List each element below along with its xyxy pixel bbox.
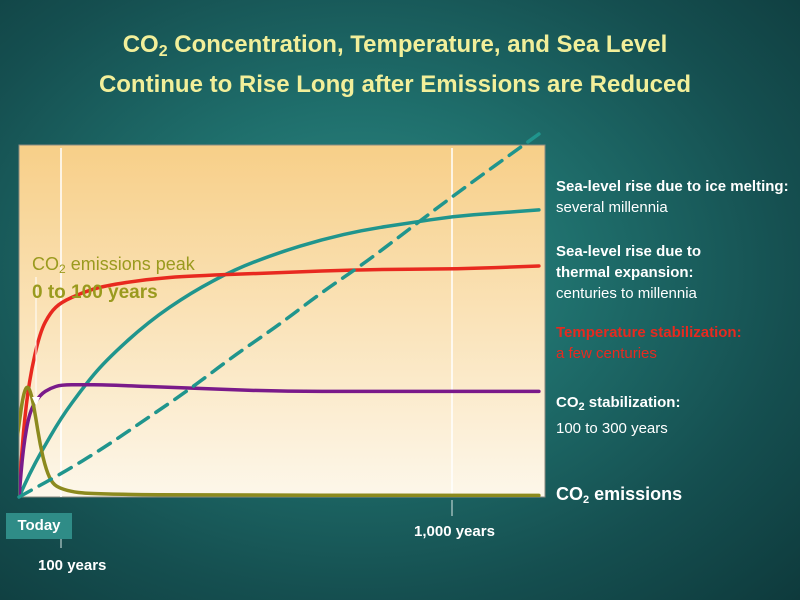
series-line-co2_stab bbox=[19, 383, 541, 497]
series-line-emissions bbox=[19, 385, 541, 497]
label-thermal-expansion: Sea-level rise due to thermal expansion:… bbox=[556, 243, 702, 302]
title-line-2: Continue to Rise Long after Emissions ar… bbox=[98, 71, 692, 98]
label-co2-stabilization: CO2 stabilization: 100 to 300 years bbox=[556, 394, 681, 437]
plot-area bbox=[18, 144, 546, 498]
label-ice-melting: Sea-level rise due to ice melting: sever… bbox=[556, 178, 789, 216]
today-label: Today bbox=[6, 513, 72, 539]
chart-title: CO2 Concentration, Temperature, and Sea … bbox=[0, 28, 790, 101]
peak-range: 0 to 100 years bbox=[32, 282, 158, 303]
emissions-peak-annotation: CO2 emissions peak 0 to 100 years bbox=[32, 253, 195, 304]
x-label-100-years: 100 years bbox=[38, 557, 107, 574]
label-co2-emissions: CO2 emissions bbox=[556, 484, 683, 506]
peak-label: CO2 emissions peak bbox=[32, 254, 195, 276]
series-line-temperature bbox=[19, 264, 541, 497]
peak-arrow-head bbox=[32, 397, 40, 406]
label-temperature: Temperature stabilization: a few centurie… bbox=[556, 324, 742, 362]
series-line-ice bbox=[17, 132, 541, 499]
x-label-1000-years: 1,000 years bbox=[414, 523, 495, 540]
title-line-1: CO2 Concentration, Temperature, and Sea … bbox=[122, 31, 668, 60]
